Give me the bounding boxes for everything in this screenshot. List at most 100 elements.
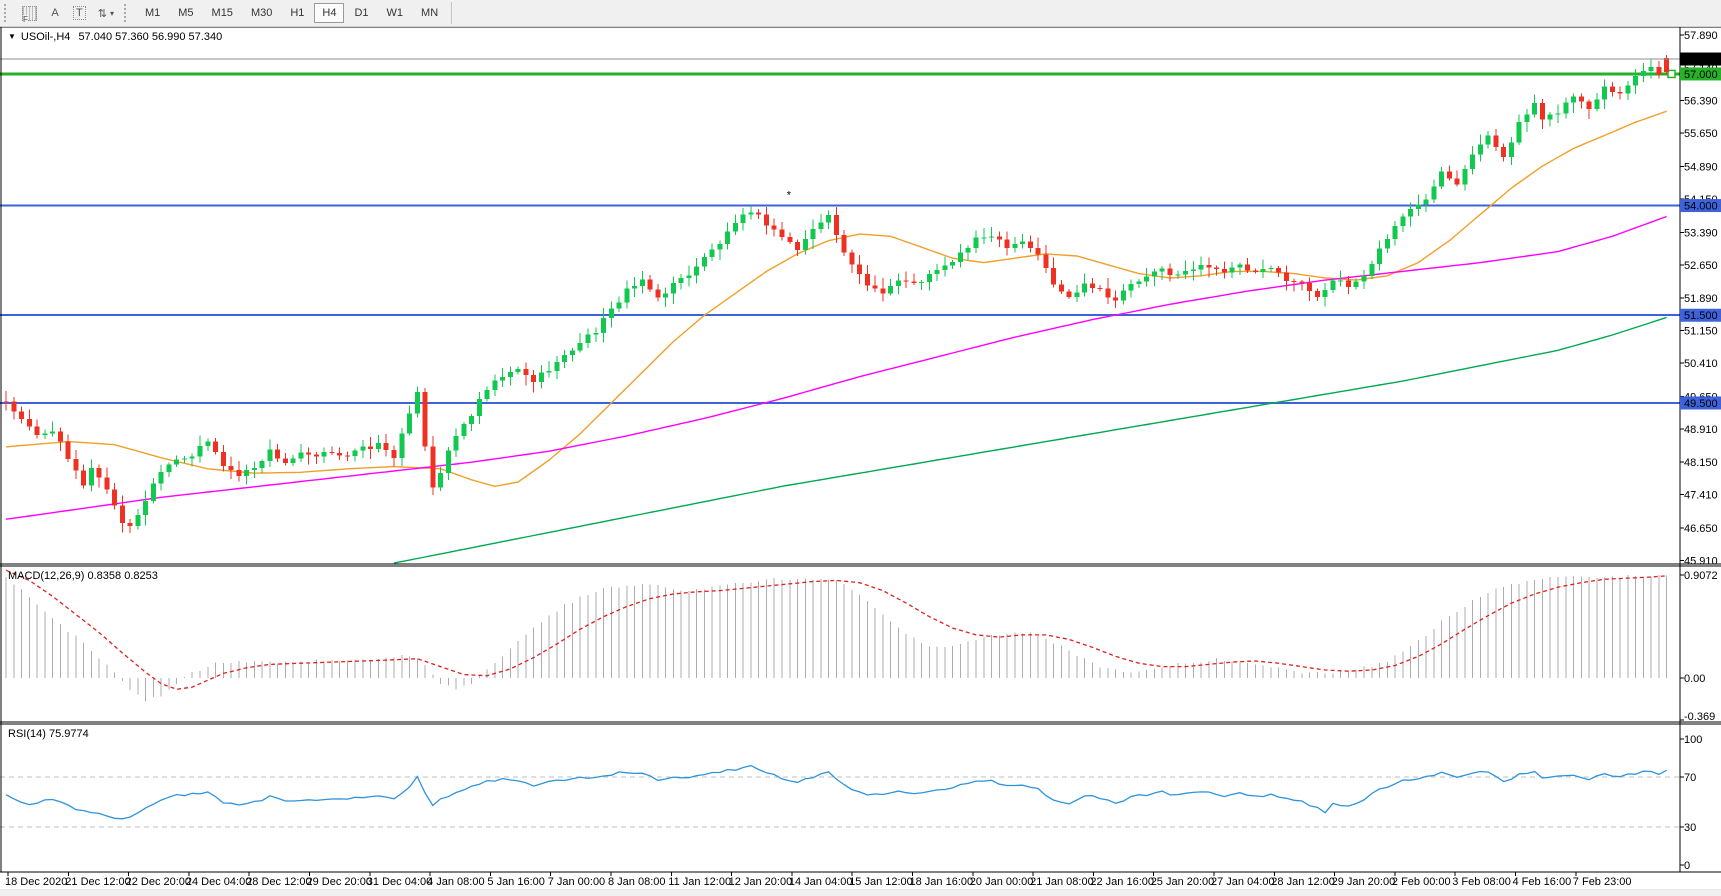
- candle-body: [1058, 284, 1064, 292]
- candle-body: [197, 445, 203, 457]
- time-tick-label: 29 Jan 20:00: [1332, 876, 1396, 888]
- candle-body: [942, 265, 948, 270]
- candle-body: [787, 236, 793, 242]
- time-tick-label: 11 Jan 12:00: [668, 876, 731, 888]
- candle-body: [1516, 122, 1522, 143]
- price-tick-label: 53.390: [1684, 227, 1718, 239]
- timeframe-mn-button[interactable]: MN: [413, 3, 446, 23]
- candle-body: [306, 452, 312, 455]
- candle-body: [337, 453, 343, 456]
- rsi-tick-label: 30: [1684, 822, 1696, 834]
- candle-body: [888, 286, 894, 294]
- text-box-t-icon: T: [73, 6, 86, 20]
- toolbar-drag-handle[interactable]: [4, 4, 12, 22]
- ma-slow-line: [393, 316, 1667, 564]
- timeframe-m1-button[interactable]: M1: [137, 3, 168, 23]
- time-tick-label: 27 Jan 04:00: [1211, 876, 1275, 888]
- candle-body: [244, 470, 250, 476]
- candle-body: [1369, 264, 1375, 277]
- timeframe-m5-button[interactable]: M5: [170, 3, 201, 23]
- candle-body: [1594, 99, 1600, 110]
- candle-body: [205, 441, 211, 446]
- rsi-tick-label: 70: [1684, 772, 1696, 784]
- candle-body: [1198, 265, 1204, 270]
- candle-body: [1206, 265, 1212, 268]
- candle-body: [639, 279, 645, 287]
- timeframe-h1-button[interactable]: H1: [282, 3, 312, 23]
- candle-body: [414, 391, 420, 414]
- text-label-a-button[interactable]: A: [44, 3, 66, 23]
- toolbar-drag-handle[interactable]: [123, 4, 132, 22]
- candle-body: [1035, 247, 1041, 255]
- time-tick-label: 22 Dec 20:00: [126, 876, 191, 888]
- indicator-grid-f-button[interactable]: F: [17, 3, 42, 24]
- time-tick-label: 31 Dec 04:00: [367, 876, 432, 888]
- candle-body: [1470, 154, 1476, 170]
- text-box-t-button[interactable]: T: [68, 3, 91, 23]
- timeframe-m15-button[interactable]: M15: [204, 3, 241, 23]
- time-tick-label: 29 Dec 20:00: [307, 876, 372, 888]
- candle-body: [694, 266, 700, 276]
- candle-body: [1454, 178, 1460, 185]
- candle-body: [1167, 268, 1173, 275]
- price-tick-label: 52.650: [1684, 260, 1718, 272]
- candle-body: [911, 281, 917, 283]
- candle-body: [360, 446, 366, 451]
- candle-body: [1377, 248, 1383, 265]
- indicator-axes[interactable]: 0.9072 0.00 -0.369 100 70 30 0: [1680, 570, 1718, 872]
- time-tick-label: 22 Jan 16:00: [1090, 876, 1154, 888]
- time-tick-label: 25 Jan 20:00: [1151, 876, 1215, 888]
- price-axis[interactable]: 57.89057.14056.39055.65054.89054.15053.3…: [1680, 30, 1721, 568]
- candle-body: [872, 285, 878, 289]
- candle-body: [329, 451, 335, 454]
- candle-body: [1229, 267, 1235, 273]
- chart-marker-asterisk[interactable]: *: [787, 190, 792, 202]
- candle-body: [616, 302, 622, 309]
- candle-body: [1144, 276, 1150, 282]
- candle-body: [1477, 144, 1483, 155]
- price-tick-label: 48.150: [1684, 457, 1718, 469]
- candle-body: [251, 468, 257, 471]
- candle-body: [143, 500, 149, 516]
- candle-body: [1221, 268, 1227, 273]
- candle-body: [585, 334, 591, 344]
- candle-body: [849, 252, 855, 265]
- candle-body: [1571, 96, 1577, 103]
- candle-body: [1633, 76, 1639, 86]
- candle-body: [1175, 274, 1181, 276]
- candle-body: [1237, 264, 1243, 268]
- candle-body: [1043, 254, 1049, 268]
- candle-body: [686, 275, 692, 278]
- candle-body: [1027, 241, 1033, 248]
- horizontal-level-lines[interactable]: [0, 69, 1680, 404]
- candle-body: [771, 225, 777, 230]
- candle-body: [926, 274, 932, 282]
- candle-body: [740, 214, 746, 223]
- candle-body: [523, 368, 529, 376]
- timeframe-w1-button[interactable]: W1: [379, 3, 412, 23]
- time-tick-label: 4 Feb 16:00: [1513, 876, 1572, 888]
- time-tick-label: 2 Feb 00:00: [1392, 876, 1451, 888]
- candle-body: [453, 435, 459, 451]
- time-tick-label: 7 Feb 23:00: [1573, 876, 1632, 888]
- hline-handle[interactable]: [1667, 69, 1676, 79]
- timeframe-h4-button[interactable]: H4: [314, 3, 345, 23]
- candle-body: [818, 222, 824, 229]
- candle-body: [1361, 276, 1367, 282]
- arrange-arrows-button[interactable]: ⇅ ▾: [93, 3, 119, 23]
- time-tick-label: 8 Jan 08:00: [608, 876, 666, 888]
- candle-body: [96, 467, 102, 478]
- timeframe-d1-button[interactable]: D1: [346, 3, 376, 23]
- hline-price-box: [1680, 67, 1721, 81]
- candle-body: [655, 289, 661, 298]
- candle-body: [795, 241, 801, 251]
- candle-body: [857, 264, 863, 275]
- hline-price-box-label: 49.500: [1684, 398, 1718, 410]
- candle-body: [88, 467, 94, 486]
- candle-body: [1415, 204, 1421, 210]
- rsi-tick-label: 0: [1684, 860, 1690, 872]
- timeframe-m30-button[interactable]: M30: [243, 3, 280, 23]
- candle-body: [1105, 288, 1111, 298]
